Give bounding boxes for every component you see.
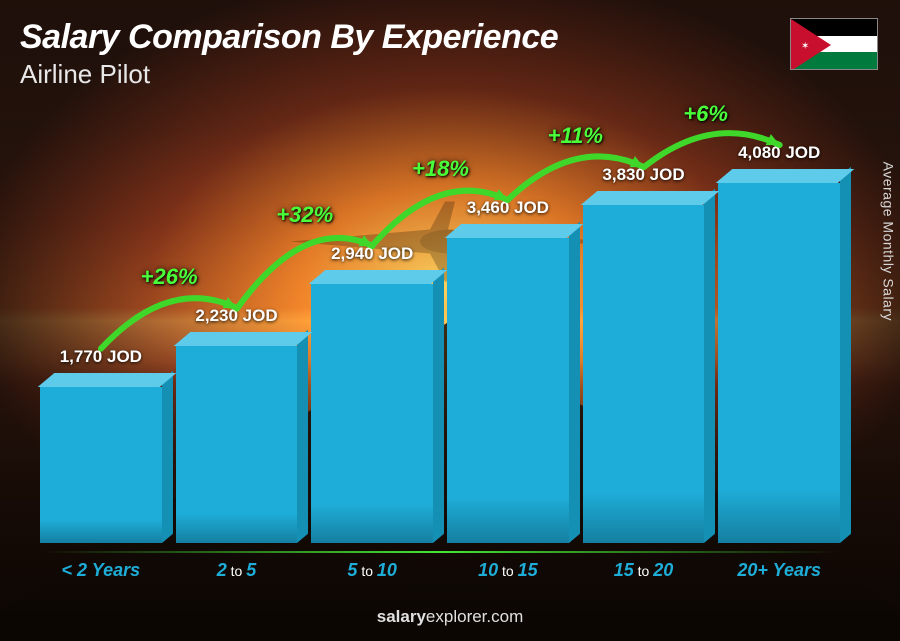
cat-post: 5 <box>246 560 256 580</box>
chart-subtitle: Airline Pilot <box>20 59 558 90</box>
footer-attribution: salaryexplorer.com <box>0 607 900 627</box>
bar-front-face <box>311 284 433 543</box>
chart-header: Salary Comparison By Experience Airline … <box>20 18 558 90</box>
category-label: 20+ Years <box>718 560 840 581</box>
cat-post: Years <box>87 560 140 580</box>
bar-side-face <box>162 371 173 543</box>
bar-side-face <box>569 222 580 543</box>
category-label: < 2 Years <box>40 560 162 581</box>
cat-to: to <box>498 563 517 579</box>
cat-post: Years <box>768 560 821 580</box>
bar-top-face <box>580 191 718 205</box>
bar-front-face <box>583 205 705 543</box>
cat-to: to <box>634 563 653 579</box>
cat-pre: < 2 <box>62 560 88 580</box>
bar-side-face <box>840 167 851 543</box>
bar-3d <box>583 191 705 543</box>
bar-3d <box>447 224 569 543</box>
percent-increase-label: +11% <box>548 123 603 149</box>
category-label: 15 to 20 <box>583 560 705 581</box>
cat-to: to <box>227 563 246 579</box>
x-axis-categories: < 2 Years2 to 55 to 1010 to 1515 to 2020… <box>40 560 840 581</box>
bar-top-face <box>445 224 583 238</box>
category-label: 2 to 5 <box>176 560 298 581</box>
percent-increase-label: +6% <box>683 101 728 127</box>
cat-pre: 20+ <box>737 560 768 580</box>
bar-3d <box>718 169 840 543</box>
percent-increase-label: +26% <box>141 264 198 290</box>
cat-post: 20 <box>653 560 673 580</box>
bar-top-face <box>38 373 176 387</box>
chart-plot-area: 1,770 JOD2,230 JOD2,940 JOD3,460 JOD3,83… <box>40 110 840 581</box>
cat-post: 15 <box>518 560 538 580</box>
cat-pre: 5 <box>347 560 357 580</box>
footer-site-bold: salary <box>377 607 426 626</box>
bar-group: 3,460 JOD <box>447 198 569 543</box>
flag-triangle <box>791 19 831 70</box>
bar-group: 2,230 JOD <box>176 306 298 543</box>
bar-side-face <box>297 330 308 543</box>
percent-increase-label: +18% <box>412 156 469 182</box>
y-axis-label: Average Monthly Salary <box>880 161 896 320</box>
category-label: 5 to 10 <box>311 560 433 581</box>
bar-3d <box>176 332 298 543</box>
footer-site-rest: explorer.com <box>426 607 523 626</box>
bar-front-face <box>40 387 162 543</box>
bar-front-face <box>447 238 569 543</box>
category-label: 10 to 15 <box>447 560 569 581</box>
bar-top-face <box>309 270 447 284</box>
bar-group: 2,940 JOD <box>311 244 433 543</box>
cat-post: 10 <box>377 560 397 580</box>
bar-side-face <box>433 268 444 543</box>
cat-pre: 2 <box>217 560 227 580</box>
country-flag-jordan: ✶ <box>790 18 878 70</box>
bar-group: 4,080 JOD <box>718 143 840 543</box>
percent-increase-label: +32% <box>276 202 333 228</box>
bar-3d <box>40 373 162 543</box>
bar-top-face <box>173 332 311 346</box>
chart-title: Salary Comparison By Experience <box>20 18 558 57</box>
axis-divider-line <box>40 551 840 553</box>
bar-group: 1,770 JOD <box>40 347 162 543</box>
bar-3d <box>311 270 433 543</box>
bar-front-face <box>718 183 840 543</box>
bar-side-face <box>704 189 715 543</box>
bar-front-face <box>176 346 298 543</box>
flag-star-icon: ✶ <box>801 41 809 52</box>
bar-top-face <box>716 169 854 183</box>
cat-pre: 15 <box>614 560 634 580</box>
bar-group: 3,830 JOD <box>583 165 705 543</box>
cat-to: to <box>357 563 376 579</box>
cat-pre: 10 <box>478 560 498 580</box>
